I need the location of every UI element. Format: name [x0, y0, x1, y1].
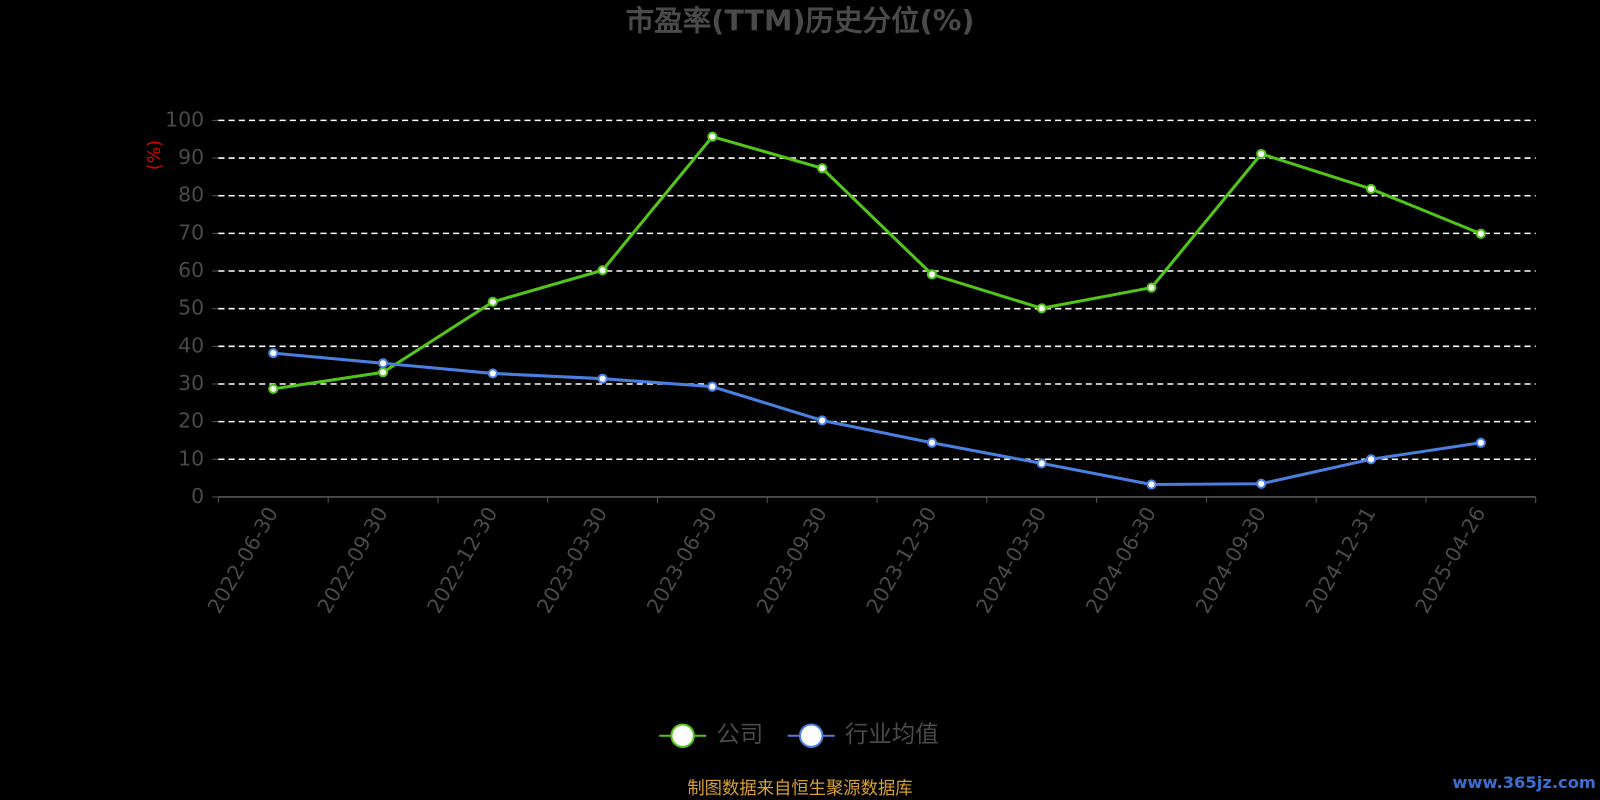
x-tick-label: 2022-12-30 [422, 503, 502, 618]
y-tick-label: 100 [165, 107, 204, 131]
y-tick-label: 90 [178, 145, 204, 169]
y-tick-label: 10 [178, 446, 204, 470]
x-tick-label: 2022-06-30 [203, 503, 283, 618]
data-point [926, 437, 938, 448]
data-point [707, 381, 718, 392]
data-point [1256, 478, 1267, 489]
data-point [597, 265, 608, 276]
chart-title: 市盈率(TTM)历史分位(%) [626, 3, 975, 37]
data-point [1146, 479, 1157, 490]
x-tick-label: 2024-09-30 [1191, 503, 1271, 618]
legend-label: 行业均值 [845, 720, 939, 748]
y-axis-label: (%) [145, 140, 165, 170]
x-tick-label: 2023-06-30 [642, 503, 722, 618]
data-point [1365, 454, 1377, 465]
data-point [1036, 303, 1047, 314]
data-point [1365, 183, 1377, 195]
x-tick-label: 2023-09-30 [752, 503, 832, 618]
x-tick-label: 2022-09-30 [313, 503, 393, 618]
data-point [1256, 148, 1267, 160]
y-tick-label: 20 [178, 409, 204, 433]
data-point [487, 368, 498, 379]
data-point [268, 348, 279, 359]
x-tick-label: 2023-12-30 [861, 503, 941, 618]
data-point [1475, 228, 1486, 239]
legend-marker [670, 723, 695, 748]
watermark: www.365jz.com [1452, 773, 1596, 792]
data-point [268, 383, 279, 394]
data-point [377, 358, 389, 369]
data-point [487, 296, 498, 307]
legend-marker [798, 723, 824, 748]
x-tick-label: 2024-03-30 [971, 503, 1051, 618]
data-point [817, 415, 828, 426]
series-line [273, 351, 1482, 487]
y-tick-label: 30 [178, 371, 204, 395]
y-tick-label: 50 [178, 296, 204, 320]
x-tick-label: 2024-06-30 [1081, 503, 1161, 618]
data-point [707, 131, 718, 142]
data-point [1146, 282, 1157, 293]
x-tick-label: 2023-03-30 [532, 503, 612, 618]
legend-label: 公司 [716, 720, 763, 748]
y-tick-label: 60 [178, 258, 204, 282]
source-note: 制图数据来自恒生聚源数据库 [687, 779, 912, 799]
x-tick-label: 2024-12-31 [1301, 503, 1381, 618]
y-tick-label: 70 [178, 220, 204, 244]
y-tick-label: 40 [178, 333, 204, 357]
data-point [1036, 458, 1047, 469]
data-point [817, 163, 828, 174]
y-tick-label: 80 [178, 183, 204, 207]
data-point [1475, 437, 1486, 448]
y-tick-label: 0 [191, 484, 204, 508]
data-point [926, 269, 938, 280]
series-line [273, 134, 1482, 391]
data-point [597, 373, 608, 384]
data-point [377, 367, 389, 378]
x-tick-label: 2025-04-26 [1410, 503, 1490, 618]
